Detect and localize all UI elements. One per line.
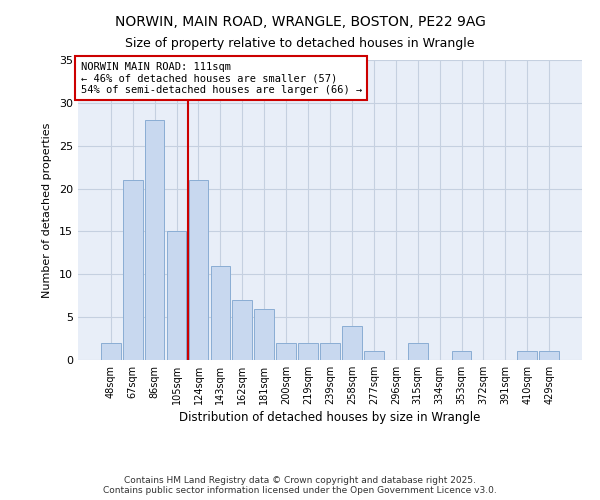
Bar: [123, 180, 143, 360]
Text: Contains HM Land Registry data © Crown copyright and database right 2025.
Contai: Contains HM Land Registry data © Crown c…: [103, 476, 497, 495]
Bar: [232, 300, 252, 360]
Bar: [188, 180, 208, 360]
Bar: [539, 352, 559, 360]
Text: NORWIN, MAIN ROAD, WRANGLE, BOSTON, PE22 9AG: NORWIN, MAIN ROAD, WRANGLE, BOSTON, PE22…: [115, 15, 485, 29]
Bar: [452, 352, 472, 360]
Bar: [276, 343, 296, 360]
Text: NORWIN MAIN ROAD: 111sqm
← 46% of detached houses are smaller (57)
54% of semi-d: NORWIN MAIN ROAD: 111sqm ← 46% of detach…: [80, 62, 362, 94]
Text: Size of property relative to detached houses in Wrangle: Size of property relative to detached ho…: [125, 38, 475, 51]
Bar: [408, 343, 428, 360]
Bar: [101, 343, 121, 360]
Bar: [145, 120, 164, 360]
X-axis label: Distribution of detached houses by size in Wrangle: Distribution of detached houses by size …: [179, 412, 481, 424]
Y-axis label: Number of detached properties: Number of detached properties: [42, 122, 52, 298]
Bar: [320, 343, 340, 360]
Bar: [211, 266, 230, 360]
Bar: [298, 343, 318, 360]
Bar: [342, 326, 362, 360]
Bar: [364, 352, 384, 360]
Bar: [517, 352, 537, 360]
Bar: [254, 308, 274, 360]
Bar: [167, 232, 187, 360]
